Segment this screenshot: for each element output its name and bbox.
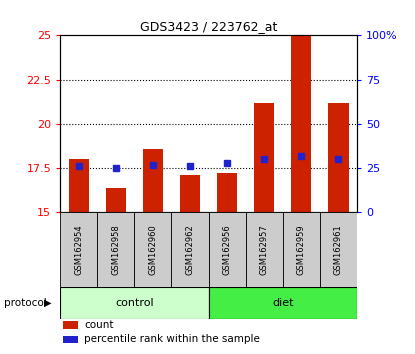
- Bar: [217, 173, 237, 212]
- Text: GSM162958: GSM162958: [111, 224, 120, 275]
- Text: GSM162959: GSM162959: [297, 224, 306, 275]
- Text: GSM162957: GSM162957: [260, 224, 269, 275]
- Bar: [68, 159, 89, 212]
- Text: protocol: protocol: [4, 298, 47, 308]
- Bar: [328, 103, 349, 212]
- Text: diet: diet: [272, 298, 293, 308]
- Bar: [105, 188, 126, 212]
- Text: GSM162954: GSM162954: [74, 224, 83, 275]
- Bar: [283, 212, 320, 287]
- Text: ▶: ▶: [44, 298, 51, 308]
- Text: control: control: [115, 298, 154, 308]
- Bar: [209, 287, 357, 319]
- Bar: [143, 149, 163, 212]
- Text: GSM162956: GSM162956: [222, 224, 232, 275]
- Text: GSM162961: GSM162961: [334, 224, 343, 275]
- Bar: [97, 212, 134, 287]
- Bar: [246, 212, 283, 287]
- Bar: [60, 212, 97, 287]
- Bar: [180, 175, 200, 212]
- Bar: [254, 103, 274, 212]
- Bar: [60, 287, 209, 319]
- Text: count: count: [84, 320, 113, 330]
- Bar: [291, 35, 312, 212]
- Bar: [63, 336, 78, 343]
- Bar: [63, 321, 78, 329]
- Bar: [209, 212, 246, 287]
- Bar: [171, 212, 209, 287]
- Bar: [320, 212, 357, 287]
- Text: GSM162962: GSM162962: [186, 224, 195, 275]
- Title: GDS3423 / 223762_at: GDS3423 / 223762_at: [140, 20, 277, 33]
- Bar: [134, 212, 171, 287]
- Text: percentile rank within the sample: percentile rank within the sample: [84, 335, 260, 344]
- Text: GSM162960: GSM162960: [149, 224, 157, 275]
